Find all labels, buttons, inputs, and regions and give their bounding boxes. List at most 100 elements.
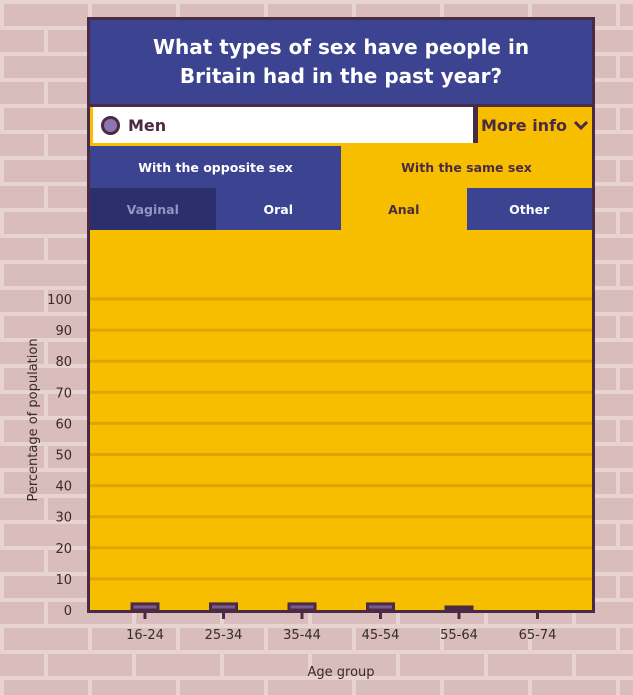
x-tick-label: 16-24 <box>126 628 164 643</box>
mortar-joint <box>396 650 400 676</box>
mortar-joint <box>616 624 620 650</box>
mortar-joint <box>616 520 620 546</box>
mortar-joint <box>176 676 180 695</box>
page-title-text: What types of sex have people in Britain… <box>152 35 530 88</box>
mortar-joint <box>44 78 48 104</box>
mortar-joint <box>616 0 620 26</box>
mortar-joint <box>264 676 268 695</box>
tab-oral-label: Oral <box>263 201 293 217</box>
mortar-joint <box>44 442 48 468</box>
gender-select[interactable]: Men <box>93 107 473 143</box>
tab-oral[interactable]: Oral <box>215 188 341 230</box>
x-tick-label: 35-44 <box>283 628 321 643</box>
tab-opposite-sex-label: With the opposite sex <box>138 159 293 175</box>
y-tick-label: 80 <box>55 355 72 370</box>
mortar-joint <box>88 624 92 650</box>
tab-other-label: Other <box>509 201 550 217</box>
x-tick-label: 25-34 <box>205 628 243 643</box>
y-tick-label: 60 <box>55 417 72 432</box>
mortar-joint <box>616 52 620 78</box>
mortar-joint <box>0 156 4 182</box>
y-tick-label: 40 <box>55 480 72 495</box>
tab-vaginal[interactable]: Vaginal <box>90 188 216 230</box>
mortar-joint <box>44 182 48 208</box>
mortar-joint <box>0 104 4 130</box>
y-tick-label: 90 <box>55 324 72 339</box>
y-tick-label: 70 <box>55 386 72 401</box>
mortar-joint <box>616 416 620 442</box>
mortar-joint <box>44 598 48 624</box>
mortar-joint <box>176 0 180 26</box>
mortar-joint <box>440 0 444 26</box>
radio-icon <box>101 115 120 135</box>
bar <box>366 602 395 612</box>
mortar-joint <box>44 546 48 572</box>
mortar-joint <box>616 572 620 598</box>
more-info-label: More info <box>480 115 568 135</box>
chevron-down-icon <box>573 120 589 130</box>
tab-vaginal-label: Vaginal <box>126 201 179 217</box>
mortar-joint <box>616 104 620 130</box>
divider <box>473 107 478 143</box>
mortar-joint <box>44 390 48 416</box>
x-tick-label: 55-64 <box>440 628 478 643</box>
mortar-joint <box>0 676 4 695</box>
mortar-joint <box>0 260 4 286</box>
mortar-joint <box>44 130 48 156</box>
mortar-joint <box>616 676 620 695</box>
mortar-joint <box>308 650 312 676</box>
mortar-joint <box>44 650 48 676</box>
mortar-joint <box>0 520 4 546</box>
y-tick-label: 20 <box>55 542 72 557</box>
bar <box>130 602 160 612</box>
mortar-joint <box>0 364 4 390</box>
x-tick-label: 65-74 <box>519 628 557 643</box>
mortar-joint <box>352 624 356 650</box>
y-tick-label: 10 <box>55 573 72 588</box>
page-title: What types of sex have people in Britain… <box>90 20 592 107</box>
partner-tabs: With the opposite sex With the same sex <box>90 146 592 188</box>
mortar-joint <box>220 650 224 676</box>
tab-same-sex-label: With the same sex <box>401 159 532 175</box>
more-info-button[interactable]: More info <box>478 107 592 143</box>
mortar-joint <box>440 624 444 650</box>
bar <box>444 605 474 612</box>
tab-other[interactable]: Other <box>466 188 592 230</box>
sex-type-tabs: Vaginal Oral Anal Other <box>90 188 592 230</box>
mortar-line <box>0 624 633 628</box>
mortar-joint <box>44 338 48 364</box>
y-tick-label: 0 <box>64 604 72 619</box>
mortar-joint <box>44 26 48 52</box>
mortar-joint <box>0 208 4 234</box>
mortar-joint <box>44 494 48 520</box>
mortar-joint <box>528 624 532 650</box>
bar <box>209 602 238 612</box>
tab-same-sex[interactable]: With the same sex <box>341 146 592 188</box>
x-axis-label: Age group <box>307 665 374 680</box>
mortar-line <box>0 650 633 654</box>
mortar-joint <box>88 0 92 26</box>
mortar-line <box>0 676 633 680</box>
mortar-joint <box>44 234 48 260</box>
mortar-joint <box>616 364 620 390</box>
chart-panel: What types of sex have people in Britain… <box>87 17 595 613</box>
mortar-joint <box>0 52 4 78</box>
tab-anal-label: Anal <box>388 201 420 217</box>
y-tick-label: 30 <box>55 511 72 526</box>
mortar-joint <box>616 312 620 338</box>
mortar-joint <box>132 650 136 676</box>
mortar-joint <box>0 572 4 598</box>
y-axis-label: Percentage of population <box>26 338 41 501</box>
mortar-joint <box>0 468 4 494</box>
tab-anal[interactable]: Anal <box>341 188 467 230</box>
mortar-joint <box>88 676 92 695</box>
mortar-joint <box>264 0 268 26</box>
mortar-joint <box>616 468 620 494</box>
mortar-joint <box>0 624 4 650</box>
bar <box>287 602 317 612</box>
y-tick-label: 100 <box>47 293 72 308</box>
x-tick-label: 45-54 <box>362 628 400 643</box>
tab-opposite-sex[interactable]: With the opposite sex <box>90 146 341 188</box>
mortar-joint <box>616 208 620 234</box>
